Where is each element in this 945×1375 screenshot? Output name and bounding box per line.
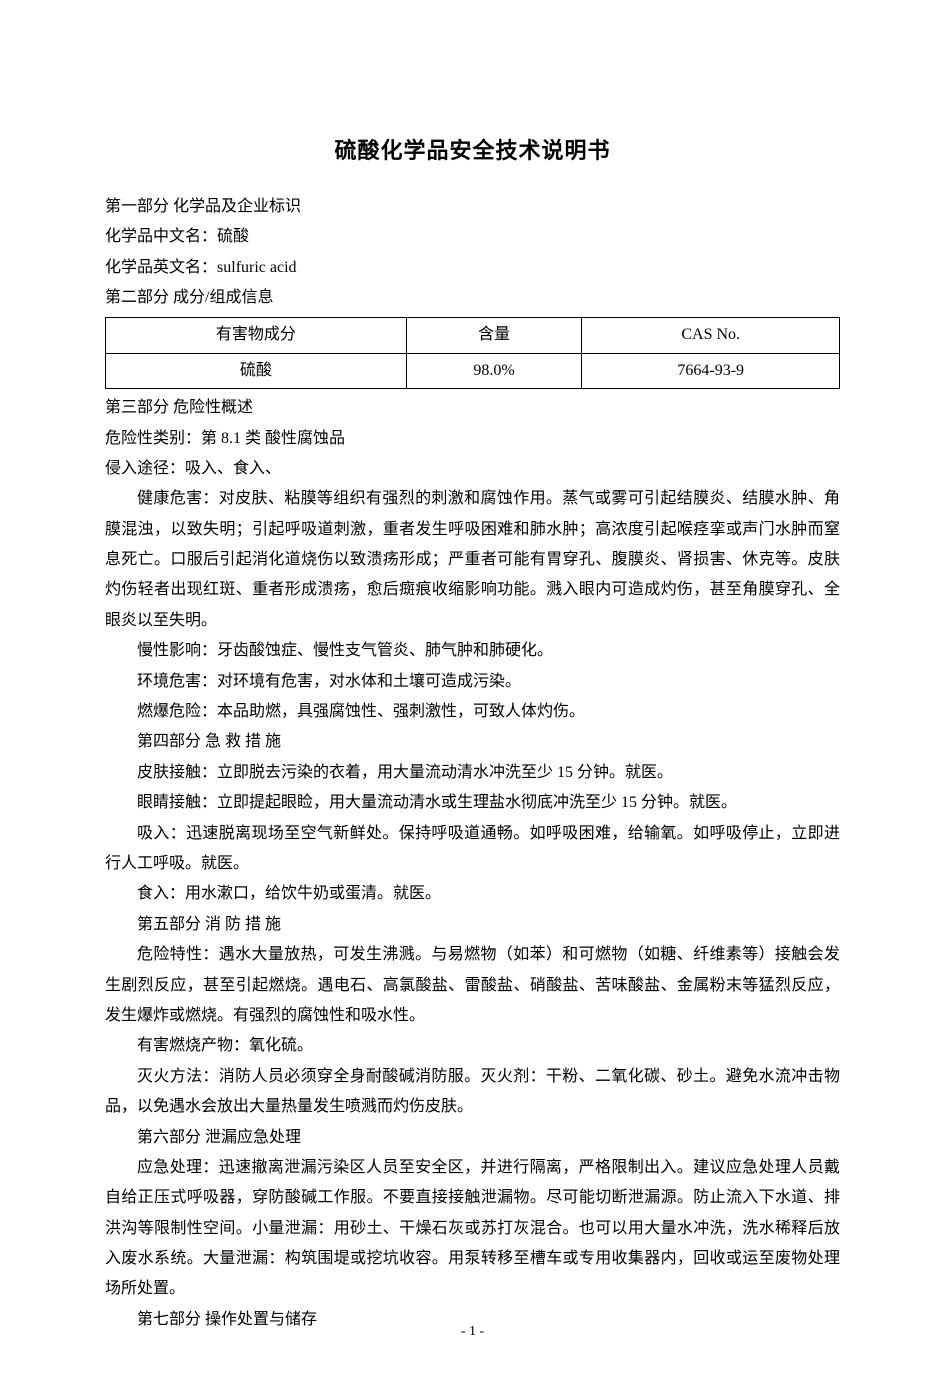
chronic-effects: 慢性影响：牙齿酸蚀症、慢性支气管炎、肺气肿和肺硬化。: [105, 636, 840, 666]
leak-emergency-handling: 应急处理：迅速撤离泄漏污染区人员至安全区，并进行隔离，严格限制出入。建议应急处理…: [105, 1153, 840, 1305]
combustion-products: 有害燃烧产物：氧化硫。: [105, 1031, 840, 1061]
cn-name-label: 化学品中文名：: [105, 228, 217, 245]
cell-component: 硫酸: [106, 353, 407, 388]
cell-content: 98.0%: [406, 353, 582, 388]
cell-cas: 7664-93-9: [582, 353, 840, 388]
col-header-component: 有害物成分: [106, 318, 407, 353]
fire-fighting-method: 灭火方法：消防人员必须穿全身耐酸碱消防服。灭火剂：干粉、二氧化碳、砂土。避免水流…: [105, 1062, 840, 1123]
col-header-cas: CAS No.: [582, 318, 840, 353]
entry-route: 侵入途径：吸入、食入、: [105, 454, 840, 484]
en-name-value: sulfuric acid: [217, 259, 297, 276]
document-page: 硫酸化学品安全技术说明书 第一部分 化学品及企业标识 化学品中文名：硫酸 化学品…: [0, 0, 945, 1375]
section-1-heading: 第一部分 化学品及企业标识: [105, 192, 840, 222]
col-header-content: 含量: [406, 318, 582, 353]
section-6-heading: 第六部分 泄漏应急处理: [105, 1123, 840, 1153]
cn-name-value: 硫酸: [217, 228, 249, 245]
document-title: 硫酸化学品安全技术说明书: [105, 130, 840, 172]
composition-table: 有害物成分 含量 CAS No. 硫酸 98.0% 7664-93-9: [105, 317, 840, 389]
table-header-row: 有害物成分 含量 CAS No.: [106, 318, 840, 353]
first-aid-inhale: 吸入：迅速脱离现场至空气新鲜处。保持呼吸道通畅。如呼吸困难，给输氧。如呼吸停止，…: [105, 819, 840, 880]
first-aid-skin: 皮肤接触：立即脱去污染的衣着，用大量流动清水冲洗至少 15 分钟。就医。: [105, 758, 840, 788]
page-number: - 1 -: [0, 1319, 945, 1346]
section-2-heading: 第二部分 成分/组成信息: [105, 283, 840, 313]
fire-hazard-characteristics: 危险特性：遇水大量放热，可发生沸溅。与易燃物（如苯）和可燃物（如糖、纤维素等）接…: [105, 940, 840, 1031]
chemical-cn-name: 化学品中文名：硫酸: [105, 222, 840, 252]
first-aid-ingest: 食入：用水漱口，给饮牛奶或蛋清。就医。: [105, 879, 840, 909]
fire-explosion-hazard: 燃爆危险：本品助燃，具强腐蚀性、强刺激性，可致人体灼伤。: [105, 697, 840, 727]
section-4-heading: 第四部分 急 救 措 施: [105, 727, 840, 757]
table-row: 硫酸 98.0% 7664-93-9: [106, 353, 840, 388]
en-name-label: 化学品英文名：: [105, 259, 217, 276]
environmental-hazard: 环境危害：对环境有危害，对水体和土壤可造成污染。: [105, 667, 840, 697]
section-5-heading: 第五部分 消 防 措 施: [105, 910, 840, 940]
hazard-class: 危险性类别：第 8.1 类 酸性腐蚀品: [105, 424, 840, 454]
chemical-en-name: 化学品英文名：sulfuric acid: [105, 253, 840, 283]
first-aid-eye: 眼睛接触：立即提起眼睑，用大量流动清水或生理盐水彻底冲洗至少 15 分钟。就医。: [105, 788, 840, 818]
health-hazard: 健康危害：对皮肤、粘膜等组织有强烈的刺激和腐蚀作用。蒸气或雾可引起结膜炎、结膜水…: [105, 484, 840, 636]
section-3-heading: 第三部分 危险性概述: [105, 393, 840, 423]
document-body: 第一部分 化学品及企业标识 化学品中文名：硫酸 化学品英文名：sulfuric …: [105, 192, 840, 1335]
